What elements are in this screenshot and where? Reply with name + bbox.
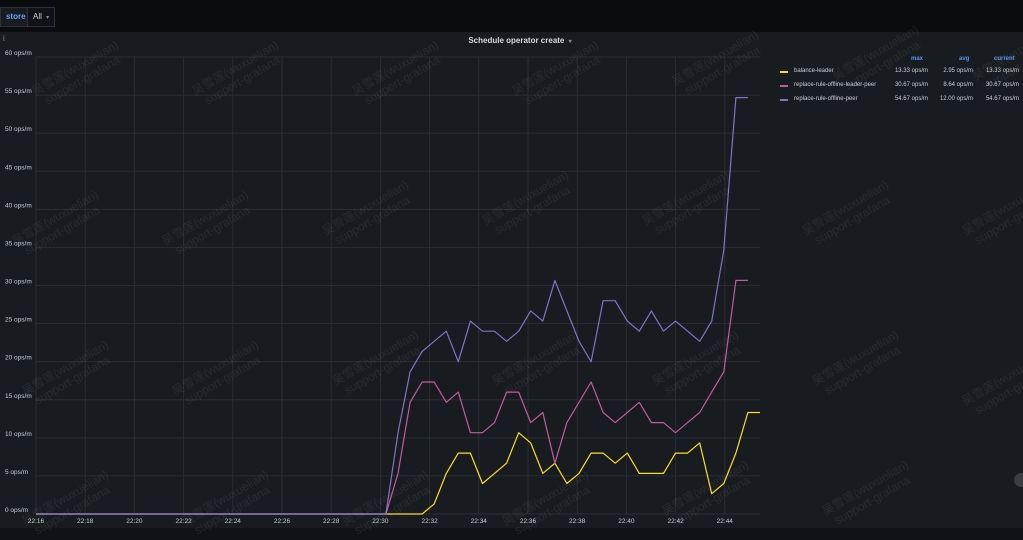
x-tick-label: 22:44 <box>717 518 734 525</box>
chevron-down-icon: ▾ <box>568 39 572 45</box>
y-tick-label: 50 ops/m <box>5 126 32 133</box>
x-tick-label: 22:28 <box>323 518 340 525</box>
legend-item[interactable]: balance-leader 13.33 ops/m 2.95 ops/m 13… <box>778 66 1023 80</box>
y-tick-label: 35 ops/m <box>5 240 32 247</box>
y-tick-label: 30 ops/m <box>5 279 32 286</box>
y-tick-label: 20 ops/m <box>5 355 32 362</box>
x-tick-label: 22:18 <box>77 518 94 525</box>
x-tick-label: 22:30 <box>372 518 389 525</box>
legend-item[interactable]: replace-rule-offline-leader-peer 30.67 o… <box>778 80 1023 94</box>
y-tick-label: 55 ops/m <box>5 88 32 95</box>
chevron-down-icon: ▾ <box>46 15 50 21</box>
info-icon[interactable]: i <box>3 34 5 43</box>
y-tick-label: 0 ops/m <box>5 507 28 514</box>
legend-swatch <box>780 99 788 101</box>
y-tick-label: 25 ops/m <box>5 317 32 324</box>
x-tick-label: 22:26 <box>274 518 291 525</box>
legend-item-current: 13.33 ops/m <box>985 68 1019 74</box>
x-tick-label: 22:38 <box>569 518 586 525</box>
y-tick-label: 60 ops/m <box>5 50 32 57</box>
store-variable-value: All <box>33 12 42 21</box>
legend-item-name: balance-leader <box>794 68 834 74</box>
series-line-replace-rule-offline-peer <box>36 96 748 515</box>
legend-item-name: replace-rule-offline-leader-peer <box>794 82 877 88</box>
x-tick-label: 22:16 <box>28 518 45 525</box>
panel-title[interactable]: Schedule operator create ▾ <box>0 36 1023 45</box>
legend-header-avg[interactable]: avg <box>959 56 970 62</box>
x-tick-label: 22:42 <box>667 518 684 525</box>
legend-item-max: 30.67 ops/m <box>894 82 928 88</box>
y-tick-label: 10 ops/m <box>5 431 32 438</box>
legend: max avg current balance-leader 13.33 ops… <box>778 56 1023 108</box>
legend-item-max: 13.33 ops/m <box>894 68 928 74</box>
x-tick-label: 22:40 <box>618 518 635 525</box>
series-line-replace-rule-offline-leader-peer <box>36 279 748 515</box>
x-tick-label: 22:32 <box>421 518 438 525</box>
y-tick-label: 40 ops/m <box>5 202 32 209</box>
legend-item-avg: 2.95 ops/m <box>943 68 973 74</box>
legend-item-current: 30.67 ops/m <box>985 82 1019 88</box>
store-variable-select[interactable]: All ▾ <box>27 7 56 27</box>
panel-title-text: Schedule operator create <box>468 36 565 45</box>
series-line-balance-leader <box>36 411 760 515</box>
x-tick-label: 22:20 <box>126 518 143 525</box>
x-tick-label: 22:36 <box>520 518 537 525</box>
y-tick-label: 15 ops/m <box>5 393 32 400</box>
side-scroll-handle[interactable] <box>1014 473 1023 487</box>
x-tick-label: 22:22 <box>175 518 192 525</box>
legend-item-max: 54.67 ops/m <box>894 96 928 102</box>
legend-swatch <box>780 85 788 87</box>
legend-item-avg: 12.00 ops/m <box>939 96 973 102</box>
x-tick-label: 22:34 <box>471 518 488 525</box>
legend-header-current[interactable]: current <box>994 56 1015 62</box>
x-tick-label: 22:24 <box>225 518 242 525</box>
legend-header-max[interactable]: max <box>911 56 924 62</box>
y-tick-label: 5 ops/m <box>5 469 28 476</box>
line-chart[interactable]: 0 ops/m 5 ops/m 10 ops/m 15 ops/m 20 ops/m 25… <box>0 0 1023 528</box>
graph-panel <box>0 32 1023 528</box>
y-tick-label: 45 ops/m <box>5 164 32 171</box>
legend-swatch <box>780 71 788 73</box>
legend-item[interactable]: replace-rule-offline-peer 54.67 ops/m 12… <box>778 94 1023 108</box>
legend-item-avg: 8.64 ops/m <box>943 82 973 88</box>
legend-item-current: 54.67 ops/m <box>985 96 1019 102</box>
legend-header: max avg current <box>778 56 1023 66</box>
legend-item-name: replace-rule-offline-peer <box>794 96 858 102</box>
